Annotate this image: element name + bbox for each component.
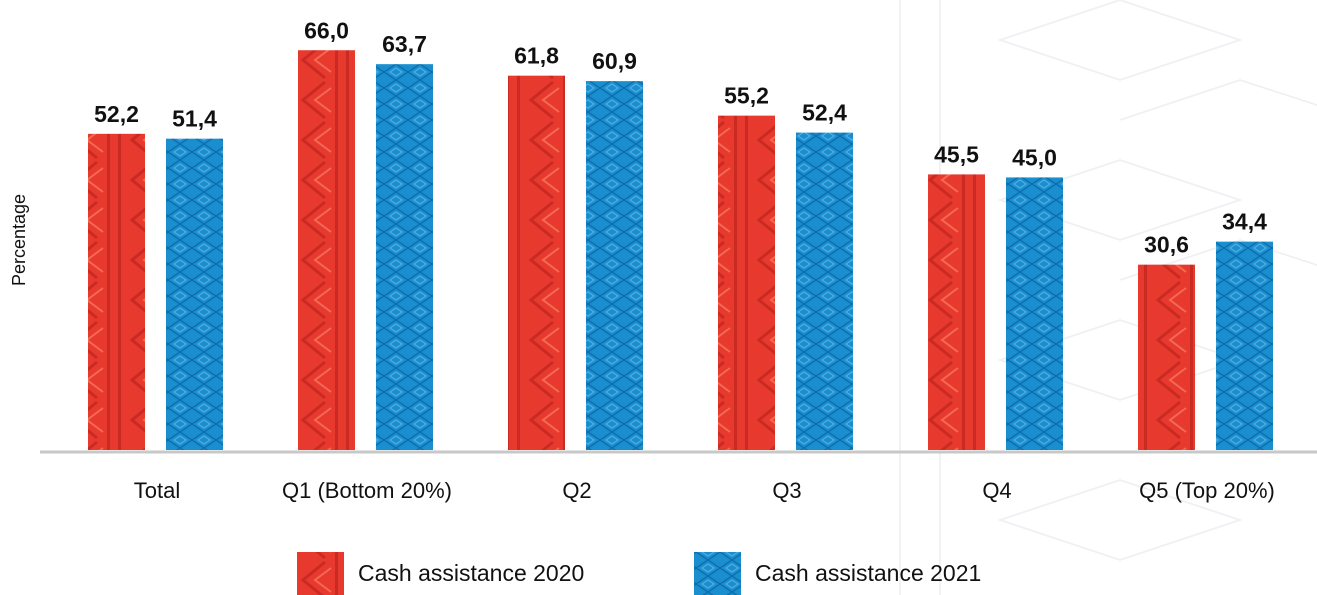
legend-label: Cash assistance 2021	[755, 560, 981, 586]
bar	[718, 115, 775, 450]
value-label: 34,4	[1222, 209, 1267, 235]
x-tick-label: Q2	[562, 478, 591, 503]
value-label: 60,9	[592, 48, 637, 74]
bar	[376, 64, 433, 450]
value-label: 61,8	[514, 43, 559, 69]
value-label: 45,0	[1012, 145, 1057, 171]
x-tick-label: Q1 (Bottom 20%)	[282, 478, 452, 503]
value-label: 52,4	[802, 100, 847, 126]
value-label: 51,4	[172, 106, 217, 132]
bar	[508, 75, 565, 450]
bar	[1216, 241, 1273, 450]
legend-swatch	[694, 552, 741, 595]
bar	[586, 81, 643, 451]
bar	[88, 133, 145, 450]
legend-swatch	[297, 552, 344, 595]
x-tick-label: Q4	[982, 478, 1011, 503]
bar	[796, 132, 853, 450]
value-label: 30,6	[1144, 232, 1189, 258]
legend-label: Cash assistance 2020	[358, 560, 584, 586]
value-label: 45,5	[934, 141, 979, 167]
value-label: 52,2	[94, 101, 139, 127]
x-tick-label: Q5 (Top 20%)	[1139, 478, 1275, 503]
bar	[1138, 264, 1195, 450]
bar	[166, 138, 223, 451]
y-axis-label: Percentage	[9, 194, 29, 286]
value-label: 63,7	[382, 31, 427, 57]
background-decoration	[899, 0, 1317, 595]
x-tick-label: Q3	[772, 478, 801, 503]
bar	[298, 50, 355, 450]
bar	[928, 174, 985, 450]
value-label: 66,0	[304, 17, 349, 43]
value-label: 55,2	[724, 83, 769, 109]
x-tick-label: Total	[134, 478, 180, 503]
bar	[1006, 177, 1063, 450]
